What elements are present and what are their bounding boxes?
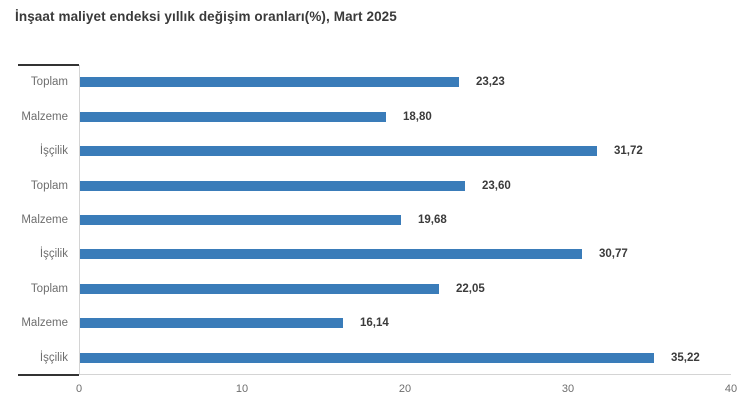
- bar: [80, 352, 654, 363]
- category-label: Toplam: [30, 179, 68, 192]
- x-tick-label: 10: [235, 383, 249, 395]
- plot-area: 23,23 18,80 31,72 23,60 19,68 30,77 22,05 16,14…: [79, 65, 731, 375]
- bar: [80, 180, 465, 191]
- bar: [80, 77, 459, 88]
- category-label: İşçilik: [39, 145, 68, 158]
- category-label: Toplam: [30, 76, 68, 89]
- x-tick-label: 20: [398, 383, 412, 395]
- x-tick-label: 30: [561, 383, 575, 395]
- value-label: 16,14: [360, 317, 389, 330]
- bar: [80, 215, 401, 225]
- value-label: 23,23: [476, 76, 505, 89]
- value-label: 30,77: [599, 248, 628, 261]
- value-label: 22,05: [456, 282, 485, 295]
- category-axis-top-line: [18, 64, 79, 66]
- value-label: 35,22: [671, 351, 700, 364]
- category-label: Toplam: [30, 282, 68, 295]
- bar: [80, 249, 582, 260]
- category-label: İşçilik: [39, 248, 68, 261]
- category-label: İşçilik: [39, 351, 68, 364]
- category-label: Malzeme: [21, 317, 68, 330]
- value-label: 31,72: [614, 145, 643, 158]
- category-label: Malzeme: [21, 214, 68, 226]
- bar: [80, 146, 597, 157]
- category-axis-bottom-line: [18, 374, 79, 376]
- category-label: Malzeme: [21, 110, 68, 123]
- value-label: 19,68: [418, 214, 447, 226]
- x-tick-label: 0: [75, 383, 83, 395]
- value-label: 23,60: [482, 179, 511, 192]
- x-tick-label: 40: [724, 383, 738, 395]
- value-label: 18,80: [403, 110, 432, 123]
- bar: [80, 283, 439, 294]
- bar: [80, 111, 386, 122]
- bar: [80, 318, 343, 329]
- chart-title: İnşaat maliyet endeksi yıllık değişim or…: [15, 9, 397, 24]
